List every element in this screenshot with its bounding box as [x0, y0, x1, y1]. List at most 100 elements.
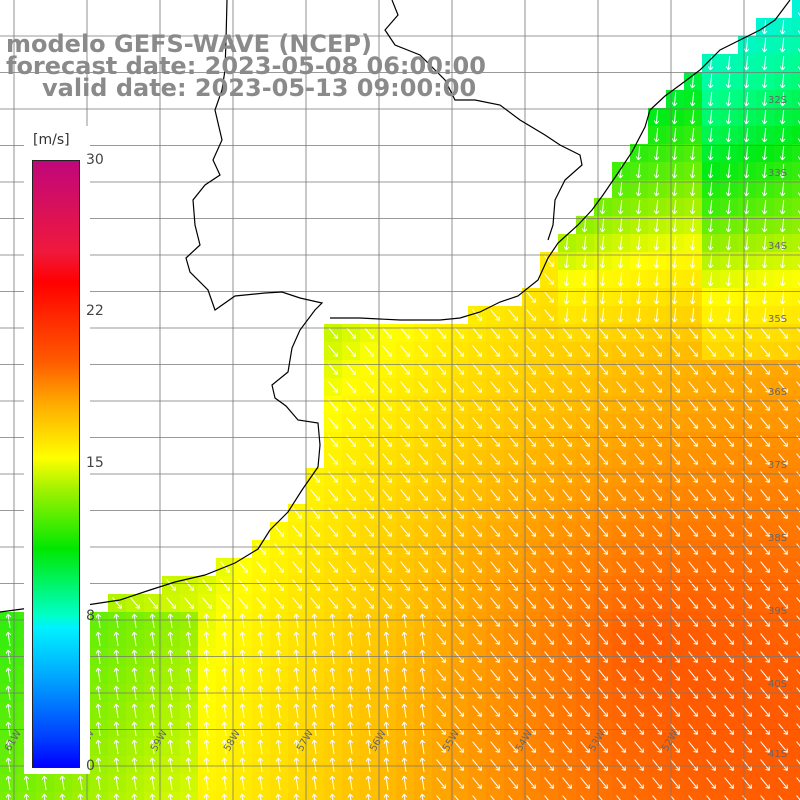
wind-arrow — [688, 381, 698, 393]
wind-arrow — [185, 649, 192, 664]
wind-arrow — [707, 91, 714, 107]
wind-arrow — [779, 73, 786, 89]
wind-arrow — [670, 381, 680, 393]
wind-arrow — [689, 271, 696, 287]
wind-arrow — [257, 631, 264, 646]
wind-arrow — [382, 363, 392, 375]
wind-arrow — [743, 307, 750, 323]
wind-arrow — [634, 705, 644, 717]
wind-arrow — [652, 381, 662, 393]
wind-arrow — [796, 561, 800, 567]
wind-arrow — [401, 757, 408, 772]
wind-arrow — [761, 307, 768, 323]
wind-arrow — [616, 669, 626, 681]
wind-arrow — [689, 289, 696, 305]
wind-arrow — [526, 543, 536, 555]
wind-arrow — [779, 145, 786, 161]
wind-arrow — [689, 253, 696, 269]
colorbar — [32, 160, 80, 768]
wind-arrow — [725, 271, 732, 287]
wind-arrow — [454, 669, 464, 681]
wind-arrow — [544, 759, 554, 771]
wind-arrow — [41, 793, 48, 800]
wind-arrow — [365, 703, 372, 718]
wind-arrow — [419, 667, 426, 682]
wind-arrow — [779, 253, 786, 269]
wind-arrow — [400, 471, 410, 483]
wind-arrow — [544, 345, 554, 357]
wind-arrow — [796, 345, 800, 351]
wind-arrow — [707, 163, 714, 179]
wind-arrow — [562, 579, 572, 591]
wind-arrow — [671, 217, 678, 233]
wind-arrow — [670, 417, 680, 429]
wind-arrow — [706, 561, 716, 573]
wind-arrow — [688, 561, 698, 573]
wind-arrow — [383, 739, 390, 754]
wind-arrow — [580, 669, 590, 681]
wind-arrow — [454, 525, 464, 537]
wind-arrow — [526, 417, 536, 429]
wind-arrow — [760, 597, 770, 609]
wind-arrow — [275, 793, 282, 800]
wind-arrow — [400, 363, 410, 375]
wind-arrow — [131, 631, 138, 646]
wind-cell — [792, 630, 800, 649]
wind-arrow — [743, 289, 750, 305]
wind-arrow — [364, 579, 374, 591]
wind-arrow — [311, 721, 318, 736]
wind-arrow — [706, 723, 716, 735]
wind-arrow — [419, 793, 426, 800]
wind-arrow — [635, 199, 642, 215]
wind-arrow — [328, 363, 338, 375]
wind-arrow — [113, 739, 120, 754]
wind-arrow — [526, 669, 536, 681]
wind-arrow — [221, 775, 228, 790]
wind-arrow — [761, 235, 768, 251]
wind-arrow — [472, 597, 482, 609]
wind-arrow — [185, 667, 192, 682]
wind-arrow — [454, 759, 464, 771]
wind-arrow — [490, 363, 500, 375]
wind-arrow — [761, 217, 768, 233]
wind-arrow — [724, 471, 734, 483]
wind-arrow — [652, 777, 662, 789]
wind-arrow — [688, 417, 698, 429]
wind-arrow — [95, 631, 102, 646]
wind-arrow — [436, 579, 446, 591]
wind-arrow — [508, 561, 518, 573]
wind-arrow — [311, 667, 318, 682]
wind-arrow — [436, 795, 441, 800]
wind-arrow — [635, 145, 642, 161]
wind-arrow — [382, 597, 392, 609]
wind-arrow — [95, 649, 102, 664]
colorbar-tick: 8 — [86, 608, 95, 624]
wind-arrow — [652, 327, 662, 339]
wind-arrow — [544, 651, 554, 663]
wind-arrow — [239, 613, 246, 628]
wind-cell — [648, 792, 667, 800]
wind-arrow — [688, 579, 698, 591]
wind-arrow — [796, 615, 800, 621]
wind-arrow — [760, 471, 770, 483]
wind-arrow — [400, 525, 410, 537]
wind-arrow — [77, 793, 84, 800]
wind-arrow — [778, 525, 788, 537]
wind-arrow — [400, 579, 410, 591]
wind-arrow — [581, 235, 588, 251]
wind-cell — [792, 324, 800, 343]
wind-arrow — [508, 777, 518, 789]
wind-arrow — [706, 525, 716, 537]
wind-arrow — [778, 381, 788, 393]
wind-arrow — [293, 703, 300, 718]
wind-arrow — [598, 795, 603, 800]
wind-arrow — [526, 777, 536, 789]
wind-arrow — [653, 235, 660, 251]
wind-cell — [702, 792, 721, 800]
wind-arrow — [472, 363, 482, 375]
wind-arrow — [652, 345, 662, 357]
wind-arrow — [365, 757, 372, 772]
wind-arrow — [562, 759, 572, 771]
wind-arrow — [670, 345, 680, 357]
wind-cell — [792, 360, 800, 379]
